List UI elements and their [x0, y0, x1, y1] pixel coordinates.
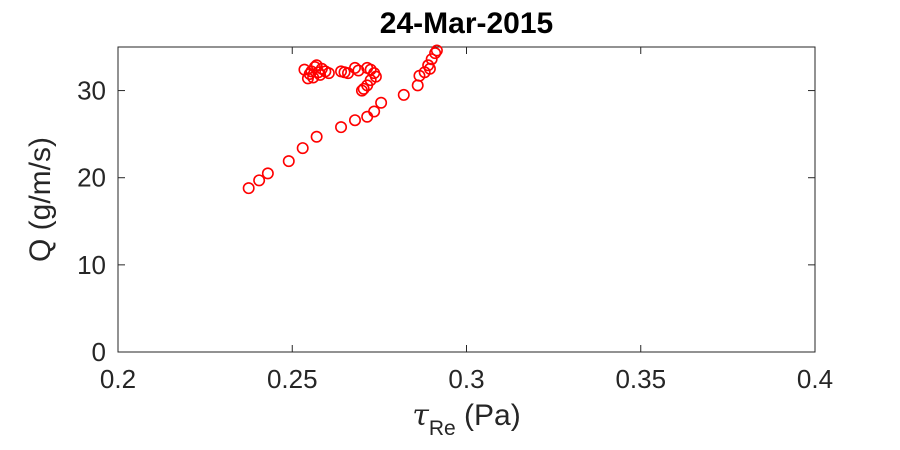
data-point: [352, 64, 365, 77]
data-points: [242, 44, 443, 195]
data-point: [253, 174, 266, 187]
x-axis-label-unit: (Pa): [456, 399, 521, 432]
data-point: [261, 167, 274, 180]
data-point: [375, 96, 388, 109]
y-tick-label: 0: [92, 337, 106, 367]
plot-frame: [117, 46, 816, 353]
data-point: [348, 61, 361, 74]
data-point: [282, 155, 295, 168]
plot-box: [117, 46, 816, 353]
data-point: [348, 114, 361, 127]
y-tick-label: 20: [77, 163, 106, 193]
x-tick-label: 0.2: [100, 364, 136, 394]
data-point: [411, 79, 424, 92]
data-point: [361, 110, 374, 123]
x-tick-label: 0.25: [267, 364, 318, 394]
data-point: [310, 130, 323, 143]
data-point: [335, 121, 348, 134]
x-tick-label: 0.35: [615, 364, 666, 394]
y-tick-label: 10: [77, 250, 106, 280]
x-axis-label: τRe (Pa): [412, 398, 520, 440]
x-tick-label: 0.4: [797, 364, 833, 394]
x-axis-label-symbol: τ: [412, 398, 429, 433]
data-point: [322, 67, 335, 80]
data-point: [355, 84, 368, 97]
data-point: [425, 53, 438, 66]
data-point: [368, 105, 381, 118]
data-point: [357, 82, 370, 95]
y-axis: 0 10 20 30: [77, 76, 815, 367]
data-point: [242, 182, 255, 195]
y-axis-label: Q (g/m/s): [24, 137, 57, 262]
data-point: [430, 44, 443, 57]
x-axis: 0.2 0.25 0.3 0.35 0.4: [100, 47, 833, 394]
x-tick-label: 0.3: [448, 364, 484, 394]
data-point: [296, 142, 309, 155]
data-point: [429, 47, 442, 60]
chart-title: 24-Mar-2015: [380, 7, 553, 40]
y-tick-label: 30: [77, 76, 106, 106]
x-axis-label-subscript: Re: [429, 417, 456, 440]
data-point: [397, 88, 410, 101]
